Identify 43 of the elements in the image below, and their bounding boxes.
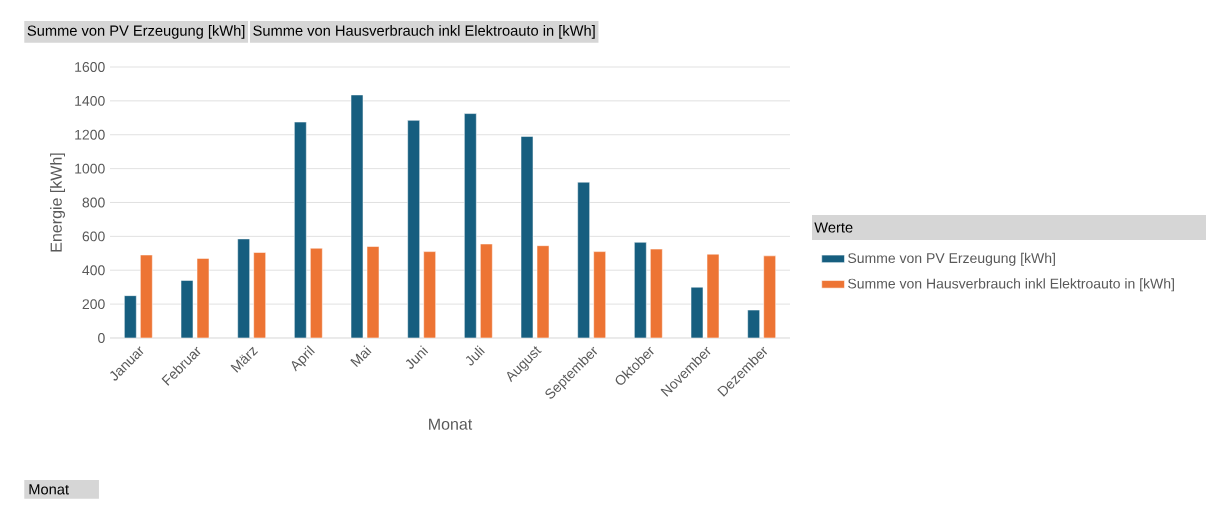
bar bbox=[536, 245, 550, 338]
legend-title: Werte bbox=[814, 222, 853, 233]
bar bbox=[593, 251, 606, 338]
text: Monat bbox=[29, 484, 69, 495]
bar bbox=[423, 251, 436, 338]
bar bbox=[520, 136, 534, 338]
bar bbox=[124, 295, 137, 338]
bar bbox=[294, 121, 307, 338]
bar bbox=[407, 120, 420, 338]
y-tick-label: 1200 bbox=[75, 129, 105, 140]
bar bbox=[237, 238, 250, 338]
bar bbox=[577, 181, 590, 338]
y-tick-label: 1400 bbox=[75, 95, 105, 106]
bar bbox=[180, 280, 194, 338]
bar bbox=[140, 254, 153, 338]
bar bbox=[747, 309, 760, 338]
bar bbox=[350, 94, 364, 338]
bar bbox=[634, 242, 647, 338]
y-tick-label: 400 bbox=[82, 265, 105, 276]
x-tick-label: Juli bbox=[465, 345, 485, 366]
bar bbox=[763, 255, 776, 338]
legend-label: Summe von Hausverbrauch inkl Elektroauto in [kWh] bbox=[848, 278, 1174, 292]
text: Summe von PV Erzeugung [kWh] bbox=[27, 25, 245, 39]
bar bbox=[196, 258, 210, 338]
y-tick-label: 1000 bbox=[75, 163, 105, 174]
y-tick-label: 1600 bbox=[75, 62, 105, 72]
text: Summe von Hausverbrauch inkl Elektroauto in [kWh] bbox=[253, 25, 595, 39]
legend-label: Summe von PV Erzeugung [kWh] bbox=[848, 252, 1055, 266]
y-tick-label: 0 bbox=[98, 333, 105, 343]
y-axis-title: Energie [kWh] bbox=[50, 153, 65, 252]
bar bbox=[464, 113, 477, 338]
bar bbox=[480, 243, 493, 338]
bar bbox=[706, 253, 720, 338]
x-axis-title: Monat bbox=[429, 418, 473, 430]
y-tick-label: 800 bbox=[82, 197, 105, 208]
bar bbox=[690, 286, 704, 338]
y-tick-label: 600 bbox=[82, 231, 105, 242]
bar bbox=[650, 248, 663, 338]
y-tick-label: 200 bbox=[82, 299, 105, 310]
x-tick-label: Mai bbox=[350, 345, 372, 367]
bar bbox=[366, 246, 380, 338]
bar bbox=[310, 247, 323, 338]
bar bbox=[253, 252, 266, 338]
